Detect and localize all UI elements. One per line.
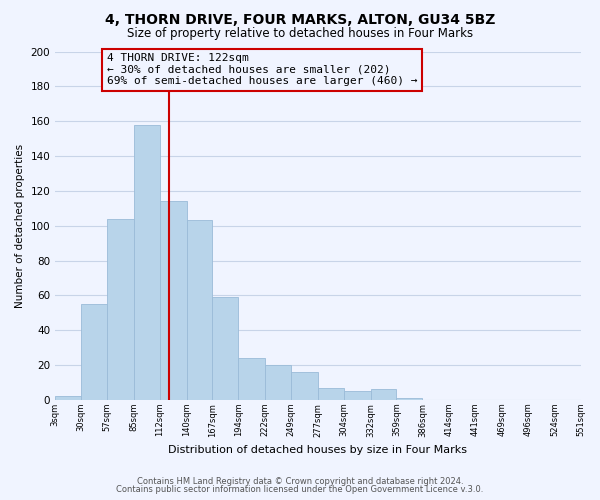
Text: Contains HM Land Registry data © Crown copyright and database right 2024.: Contains HM Land Registry data © Crown c… (137, 477, 463, 486)
Text: Size of property relative to detached houses in Four Marks: Size of property relative to detached ho… (127, 28, 473, 40)
Bar (397, 398, 422, 400)
Y-axis label: Number of detached properties: Number of detached properties (15, 144, 25, 308)
Bar (371, 390, 397, 400)
Bar (55, 396, 81, 400)
Text: 4, THORN DRIVE, FOUR MARKS, ALTON, GU34 5BZ: 4, THORN DRIVE, FOUR MARKS, ALTON, GU34 … (105, 12, 495, 26)
Text: Contains public sector information licensed under the Open Government Licence v.: Contains public sector information licen… (116, 485, 484, 494)
Bar (318, 388, 344, 400)
Bar (344, 391, 371, 400)
Bar (238, 358, 265, 400)
Bar (107, 218, 134, 400)
Bar (265, 365, 291, 400)
Bar (160, 202, 187, 400)
Text: 4 THORN DRIVE: 122sqm
← 30% of detached houses are smaller (202)
69% of semi-det: 4 THORN DRIVE: 122sqm ← 30% of detached … (107, 53, 418, 86)
Bar (212, 297, 238, 400)
Bar (291, 372, 318, 400)
Bar (134, 124, 160, 400)
Bar (187, 220, 212, 400)
Bar (81, 304, 107, 400)
X-axis label: Distribution of detached houses by size in Four Marks: Distribution of detached houses by size … (169, 445, 467, 455)
